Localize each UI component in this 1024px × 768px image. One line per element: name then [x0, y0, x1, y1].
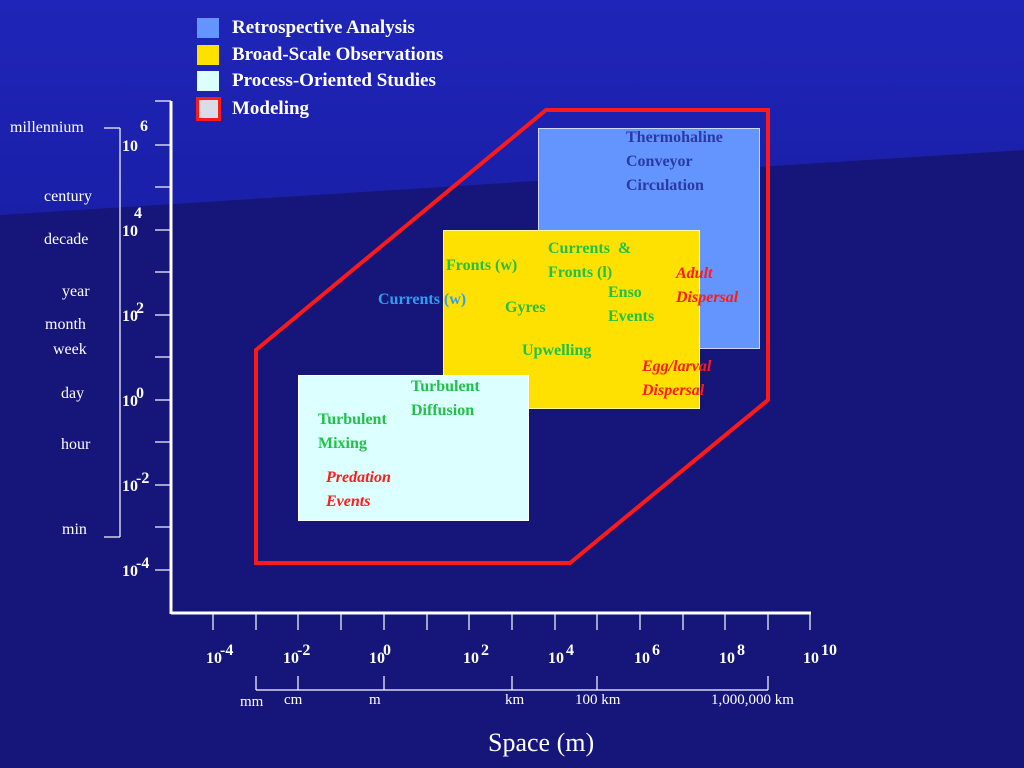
x-tick-1e6-exp: 6 [652, 642, 660, 659]
y-tick-1e4-base: 10 [122, 223, 138, 240]
x-tick-1e-2-base: 10 [283, 650, 299, 667]
space-unit-m: m [369, 692, 381, 708]
x-tick-1e2-base: 10 [463, 650, 479, 667]
y-tick-1e2: 102 [122, 300, 146, 325]
y-tick-1e6: 106 [122, 118, 148, 155]
x-tick-1e4-exp: 4 [566, 642, 574, 659]
x-tick-1e2: 10 2 [463, 642, 489, 667]
legend-swatch-broad-scale [197, 45, 219, 65]
label-fronts-w: Fronts (w) [446, 257, 518, 274]
y-tick-1e0: 100 [122, 385, 146, 410]
legend-swatch-process-oriented [197, 71, 219, 91]
time-label-decade: decade [44, 231, 89, 248]
time-label-week: week [53, 341, 87, 358]
y-tick-1e6-base: 10 [122, 138, 138, 155]
label-turbulent-diffusion: Turbulent Diffusion [411, 375, 480, 423]
space-unit-mm: mm [240, 694, 264, 710]
x-axis-title: Space (m) [488, 728, 595, 757]
y-tick-1e-4-base: 10 [122, 563, 138, 580]
thermohaline-line-2: Conveyor [626, 153, 693, 170]
y-tick-1e4: 104 [122, 205, 146, 240]
legend-label-process-oriented: Process-Oriented Studies [232, 70, 436, 91]
predation-line-2: Events [326, 493, 371, 510]
x-tick-1e-4-exp: -4 [220, 642, 234, 659]
y-tick-1e6-exp: 6 [140, 118, 148, 135]
time-label-hour: hour [61, 436, 91, 453]
x-tick-1e4-base: 10 [548, 650, 564, 667]
label-enso-events: Enso Events [608, 281, 654, 329]
space-unit-km: km [505, 692, 525, 708]
y-tick-1e-2: 10-2 [122, 470, 151, 495]
time-label-century: century [44, 188, 92, 205]
enso-line-2: Events [608, 308, 655, 325]
adult-dispersal-line-1: Adult [676, 265, 713, 282]
time-label-month: month [45, 316, 86, 333]
currents-fronts-line-1: Currents & [548, 240, 632, 257]
label-upwelling: Upwelling [522, 342, 592, 359]
x-tick-1e8-exp: 8 [737, 642, 745, 659]
label-turbulent-mixing: Turbulent Mixing [318, 408, 387, 456]
legend-label-retrospective: Retrospective Analysis [232, 17, 415, 38]
space-unit-1000000km: 1,000,000 km [711, 692, 794, 708]
x-tick-1e6-base: 10 [634, 650, 650, 667]
legend-swatch-retrospective [197, 18, 219, 38]
label-predation-events: Predation Events [326, 466, 391, 514]
y-tick-1e0-exp: 0 [136, 385, 144, 402]
x-axis-ticks [212, 613, 811, 630]
label-currents-fronts-l: Currents & Fronts (l) [548, 237, 631, 285]
label-adult-dispersal: Adult Dispersal [676, 262, 738, 310]
x-tick-1e-2: 10-2 [283, 642, 312, 667]
y-tick-1e-2-base: 10 [122, 478, 138, 495]
y-tick-1e-4-exp: -4 [136, 555, 150, 572]
turbulent-mixing-line-2: Mixing [318, 435, 367, 452]
x-tick-1e4: 10 4 [548, 642, 574, 667]
turbulent-diffusion-line-2: Diffusion [411, 402, 475, 419]
x-tick-1e0-exp: 0 [383, 642, 391, 659]
x-tick-1e0: 100 [369, 642, 393, 667]
space-unit-cm: cm [284, 692, 303, 708]
enso-line-1: Enso [608, 284, 642, 301]
x-tick-1e10: 10 10 [803, 642, 837, 667]
process-oriented-studies-region [298, 375, 529, 521]
time-label-year: year [62, 283, 90, 300]
x-tick-1e0-base: 10 [369, 650, 385, 667]
x-tick-1e6: 10 6 [634, 642, 660, 667]
y-tick-1e2-base: 10 [122, 308, 138, 325]
x-tick-1e10-exp: 10 [821, 642, 837, 659]
turbulent-mixing-line-1: Turbulent [318, 411, 387, 428]
thermohaline-line-1: Thermohaline [626, 129, 723, 146]
adult-dispersal-line-2: Dispersal [676, 289, 739, 306]
predation-line-1: Predation [326, 469, 391, 486]
turbulent-diffusion-line-1: Turbulent [411, 378, 480, 395]
y-tick-1e2-exp: 2 [136, 300, 144, 317]
legend-label-modeling: Modeling [232, 98, 310, 119]
currents-fronts-line-2: Fronts (l) [548, 264, 613, 281]
egg-larval-line-1: Egg/larval [642, 358, 712, 375]
label-currents-w: Currents (w) [378, 291, 467, 308]
time-label-min: min [62, 521, 87, 538]
x-tick-1e-4: 10-4 [206, 642, 235, 667]
x-tick-1e-4-base: 10 [206, 650, 222, 667]
space-unit-100km: 100 km [575, 692, 621, 708]
y-tick-1e4-exp: 4 [134, 205, 142, 222]
y-tick-1e-2-exp: -2 [136, 470, 150, 487]
egg-larval-line-2: Dispersal [642, 382, 705, 399]
x-tick-1e8: 10 8 [719, 642, 745, 667]
y-axis-ticks [155, 100, 171, 571]
x-tick-1e2-exp: 2 [481, 642, 489, 659]
label-egg-larval-dispersal: Egg/larval Dispersal [642, 355, 711, 403]
x-tick-1e10-base: 10 [803, 650, 819, 667]
time-label-millennium: millennium [10, 119, 84, 136]
time-label-day: day [61, 385, 85, 402]
legend-label-broad-scale: Broad-Scale Observations [232, 44, 444, 65]
y-tick-1e0-base: 10 [122, 393, 138, 410]
label-gyres: Gyres [505, 299, 546, 316]
label-thermohaline-conveyor-circulation: Thermohaline Conveyor Circulation [626, 126, 723, 198]
x-tick-1e8-base: 10 [719, 650, 735, 667]
legend-swatch-modeling [196, 97, 221, 121]
x-tick-1e-2-exp: -2 [297, 642, 311, 659]
thermohaline-line-3: Circulation [626, 177, 704, 194]
y-tick-1e-4: 10-4 [122, 555, 151, 580]
